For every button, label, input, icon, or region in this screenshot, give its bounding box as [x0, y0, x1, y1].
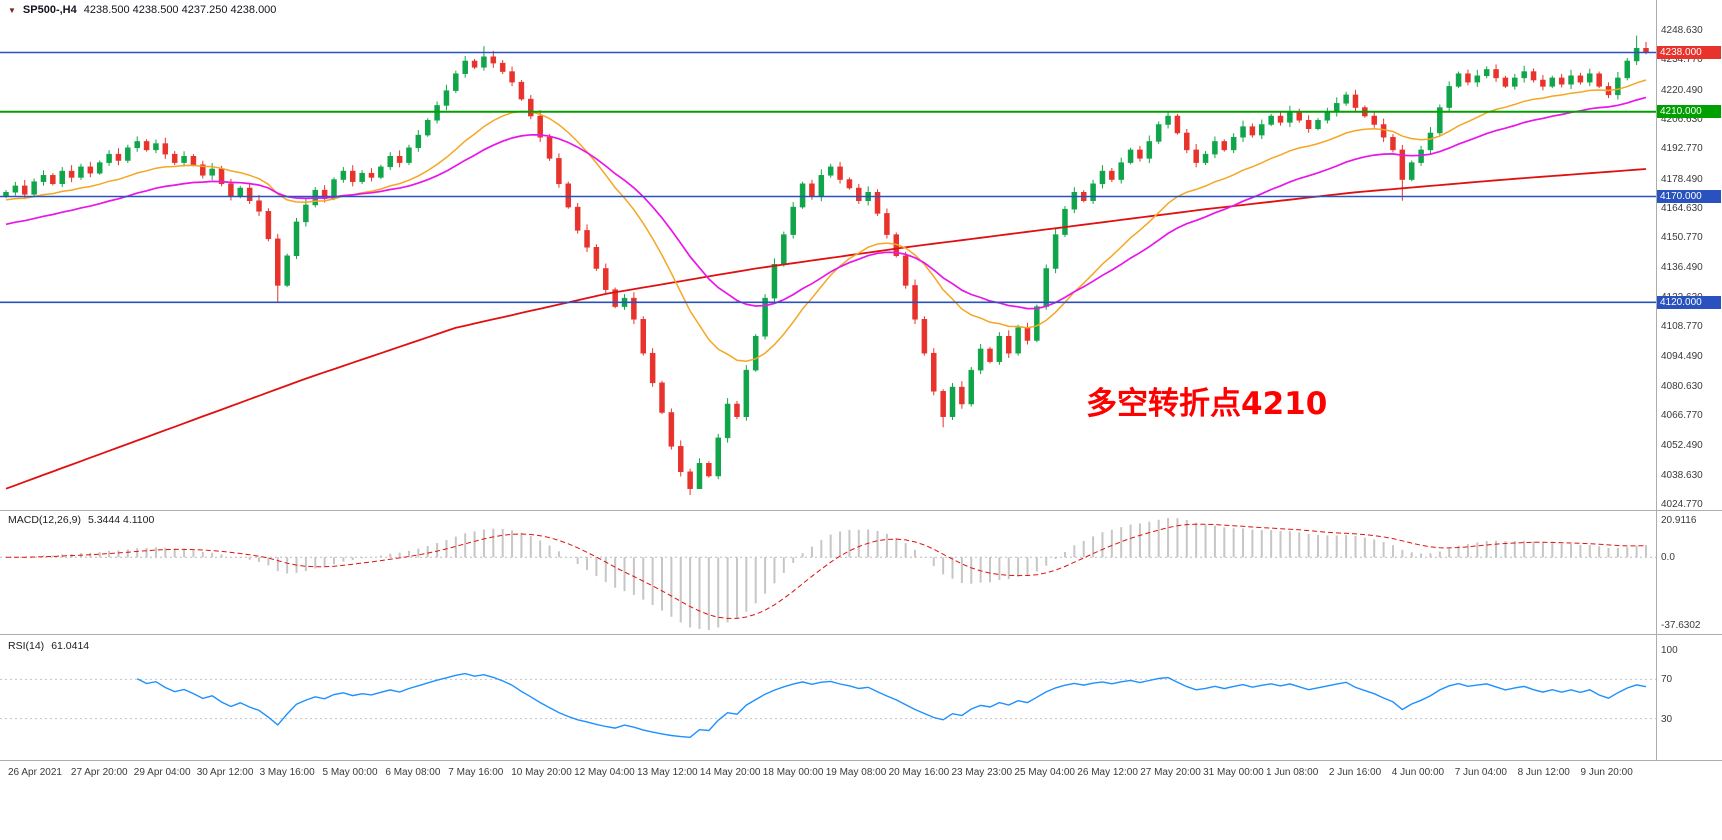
price-axis-tick[interactable]: 4108.770: [1661, 321, 1703, 333]
time-axis-tick[interactable]: 4 Jun 00:00: [1391, 767, 1445, 778]
price-axis-tick[interactable]: 4164.630: [1661, 202, 1703, 214]
price-level-label: 4210.000: [1657, 105, 1721, 119]
price-axis-tick[interactable]: 4094.490: [1661, 351, 1703, 363]
time-axis-tick[interactable]: 27 May 20:00: [1140, 767, 1201, 778]
time-axis-tick[interactable]: 23 May 23:00: [951, 767, 1013, 778]
price-level-label: 4120.000: [1657, 295, 1721, 309]
candlestick-series[interactable]: [3, 35, 1649, 496]
time-axis-tick[interactable]: 12 May 04:00: [574, 767, 635, 778]
chart-title: ▼ SP500-,H4 4238.500 4238.500 4237.250 4…: [8, 4, 276, 16]
time-axis-tick[interactable]: 26 Apr 2021: [8, 767, 62, 778]
price-axis-tick[interactable]: 4066.770: [1661, 410, 1703, 422]
ma-magenta: [5, 96, 1647, 310]
macd-axis-tick[interactable]: 20.9116: [1661, 514, 1697, 526]
symbol-period-label: SP500-,H4: [22, 4, 77, 16]
price-axis-tick[interactable]: 4024.770: [1661, 499, 1703, 510]
macd-histogram: [14, 518, 1647, 630]
time-axis-tick[interactable]: 31 May 00:00: [1203, 767, 1264, 778]
symbol-dropdown-icon[interactable]: ▼: [8, 5, 16, 15]
rsi-line: [136, 672, 1647, 739]
ma-orange: [5, 79, 1647, 362]
time-axis-tick[interactable]: 1 Jun 08:00: [1266, 767, 1319, 778]
price-level-label: 4238.000: [1657, 46, 1721, 59]
time-axis-tick[interactable]: 3 May 16:00: [259, 767, 315, 778]
rsi-name: RSI(14): [8, 640, 45, 652]
time-axis-tick[interactable]: 7 May 16:00: [448, 767, 504, 778]
price-axis-tick[interactable]: 4052.490: [1661, 440, 1703, 452]
price-axis-tick[interactable]: 4234.770: [1661, 54, 1703, 66]
rsi-axis-tick[interactable]: 100: [1661, 645, 1678, 656]
price-axis-tick[interactable]: 4206.630: [1661, 113, 1703, 125]
macd-values: 5.3444 4.1100: [87, 514, 155, 526]
time-axis-tick[interactable]: 13 May 12:00: [637, 767, 698, 778]
time-axis-tick[interactable]: 27 Apr 20:00: [70, 767, 128, 778]
time-axis-tick[interactable]: 9 Jun 20:00: [1580, 767, 1633, 778]
time-axis-tick[interactable]: 19 May 08:00: [825, 767, 887, 778]
time-axis-tick[interactable]: 5 May 00:00: [322, 767, 378, 778]
time-axis-tick[interactable]: 30 Apr 12:00: [196, 767, 254, 778]
time-axis-tick[interactable]: 20 May 16:00: [888, 767, 950, 778]
time-axis-tick[interactable]: 26 May 12:00: [1077, 767, 1138, 778]
time-axis-tick[interactable]: 14 May 20:00: [699, 767, 761, 778]
price-level-label: 4170.000: [1657, 189, 1721, 203]
rsi-value: 61.0414: [51, 640, 90, 652]
macd-name: MACD(12,26,9): [8, 514, 81, 526]
rsi-axis-tick[interactable]: 70: [1661, 674, 1673, 686]
price-axis-tick[interactable]: 4192.770: [1661, 143, 1703, 155]
price-axis-tick[interactable]: 4248.630: [1661, 25, 1703, 36]
price-axis-tick[interactable]: 4178.490: [1661, 173, 1703, 185]
ohlc-values: 4238.500 4238.500 4237.250 4238.000: [83, 4, 277, 16]
ma-red-slow: [5, 168, 1647, 490]
time-axis-tick[interactable]: 10 May 20:00: [511, 767, 572, 778]
time-axis-tick[interactable]: 29 Apr 04:00: [133, 767, 191, 778]
macd-axis-tick[interactable]: -37.6302: [1661, 620, 1701, 632]
time-axis-tick[interactable]: 8 Jun 12:00: [1517, 767, 1570, 778]
price-axis-tick[interactable]: 4136.490: [1661, 262, 1703, 274]
time-axis-tick[interactable]: 6 May 08:00: [385, 767, 441, 778]
macd-signal-line: [5, 523, 1647, 619]
price-axis-tick[interactable]: 4220.490: [1661, 84, 1703, 96]
price-axis-tick[interactable]: 4038.630: [1661, 469, 1703, 481]
time-axis-tick[interactable]: 7 Jun 04:00: [1454, 767, 1507, 778]
annotation-text[interactable]: 多空转折点4210: [1086, 386, 1328, 422]
rsi-axis-tick[interactable]: 30: [1661, 713, 1673, 725]
macd-axis-tick[interactable]: 0.0: [1661, 552, 1675, 564]
price-axis-tick[interactable]: 4080.630: [1661, 380, 1703, 392]
time-axis-tick[interactable]: 25 May 04:00: [1014, 767, 1075, 778]
macd-indicator-label: MACD(12,26,9) 5.3444 4.1100: [8, 514, 154, 526]
rsi-indicator-label: RSI(14) 61.0414: [8, 640, 89, 652]
price-axis-tick[interactable]: 4150.770: [1661, 232, 1703, 244]
time-axis-tick[interactable]: 18 May 00:00: [762, 767, 824, 778]
time-axis-tick[interactable]: 2 Jun 16:00: [1328, 767, 1382, 778]
